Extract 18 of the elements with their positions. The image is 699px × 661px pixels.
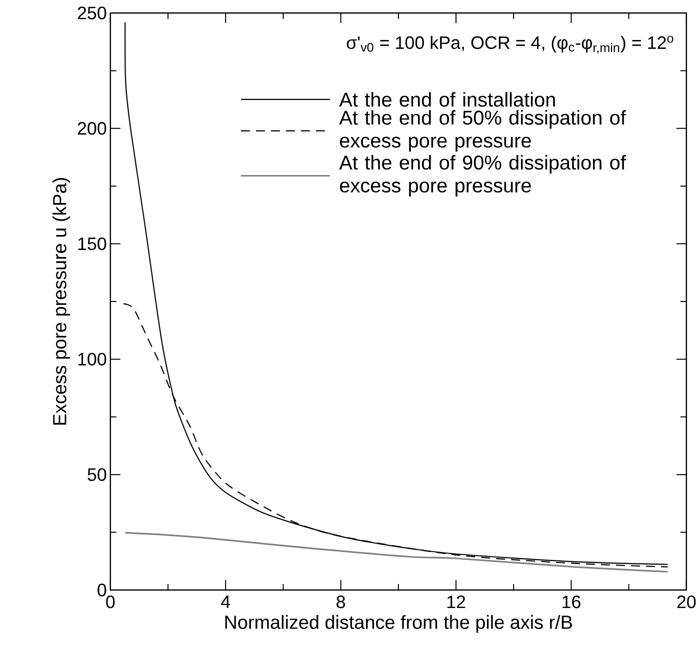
y-tick-label: 100 — [78, 352, 106, 366]
x-tick-label: 8 — [336, 596, 346, 608]
x-tick-label: 4 — [221, 596, 230, 608]
y-tick-label: 150 — [78, 237, 106, 250]
legend-label: At the end of 90% dissipation of excess pore pressure — [339, 155, 626, 196]
annotation: σ'$_{v0}$ = 100 kPa, OCR = 4, (φ$_{c}$-φ$_{r,min}$) = 12$^{o}$ — [346, 36, 674, 54]
y-axis-title: Excess pore pressure u (kPa) — [52, 178, 70, 425]
x-tick-label: 12 — [447, 596, 466, 608]
y-tick-label: 250 — [78, 6, 106, 20]
legend-label: At the end of installation — [339, 92, 555, 107]
x-tick-label: 16 — [562, 596, 580, 608]
y-tick-label: 200 — [78, 122, 106, 135]
x-axis-title: Normalized distance from the pile axis r/B — [225, 615, 572, 633]
legend-label: At the end of 50% dissipation of excess pore pressure — [339, 110, 626, 152]
x-tick-label: 0 — [106, 596, 115, 608]
x-tick-label: 20 — [677, 596, 696, 608]
y-tick-label: 0 — [98, 584, 106, 596]
y-tick-label: 50 — [88, 468, 106, 481]
